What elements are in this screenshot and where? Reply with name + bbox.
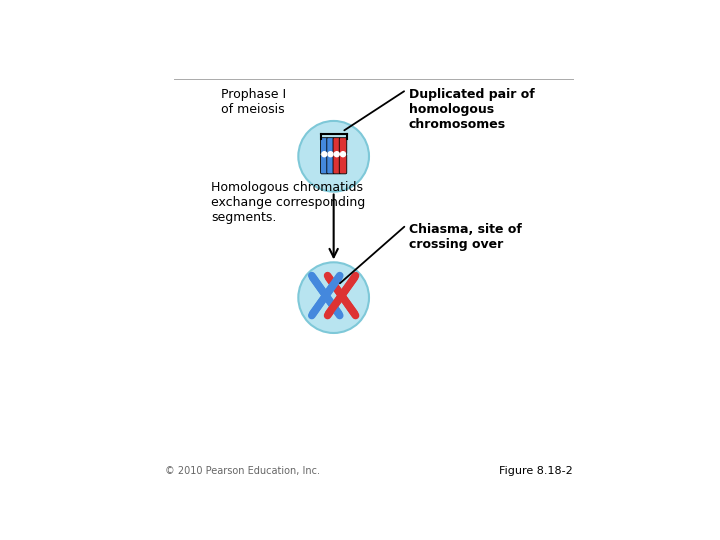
FancyBboxPatch shape [339,138,347,154]
Text: Figure 8.18-2: Figure 8.18-2 [499,467,572,476]
FancyBboxPatch shape [339,154,347,174]
FancyBboxPatch shape [327,138,334,154]
Text: Prophase I
of meiosis: Prophase I of meiosis [221,87,287,116]
Circle shape [328,152,333,157]
Circle shape [341,152,346,157]
FancyBboxPatch shape [333,154,341,174]
Circle shape [322,152,327,157]
FancyBboxPatch shape [327,154,334,174]
FancyBboxPatch shape [320,154,328,174]
Text: © 2010 Pearson Education, Inc.: © 2010 Pearson Education, Inc. [166,467,320,476]
FancyBboxPatch shape [320,138,328,154]
Text: Duplicated pair of
homologous
chromosomes: Duplicated pair of homologous chromosome… [408,87,534,131]
Ellipse shape [298,121,369,192]
Ellipse shape [298,262,369,333]
Text: Homologous chromatids
exchange corresponding
segments.: Homologous chromatids exchange correspon… [211,181,365,224]
FancyBboxPatch shape [333,138,341,154]
Text: Chiasma, site of
crossing over: Chiasma, site of crossing over [408,223,521,251]
Circle shape [334,152,339,157]
